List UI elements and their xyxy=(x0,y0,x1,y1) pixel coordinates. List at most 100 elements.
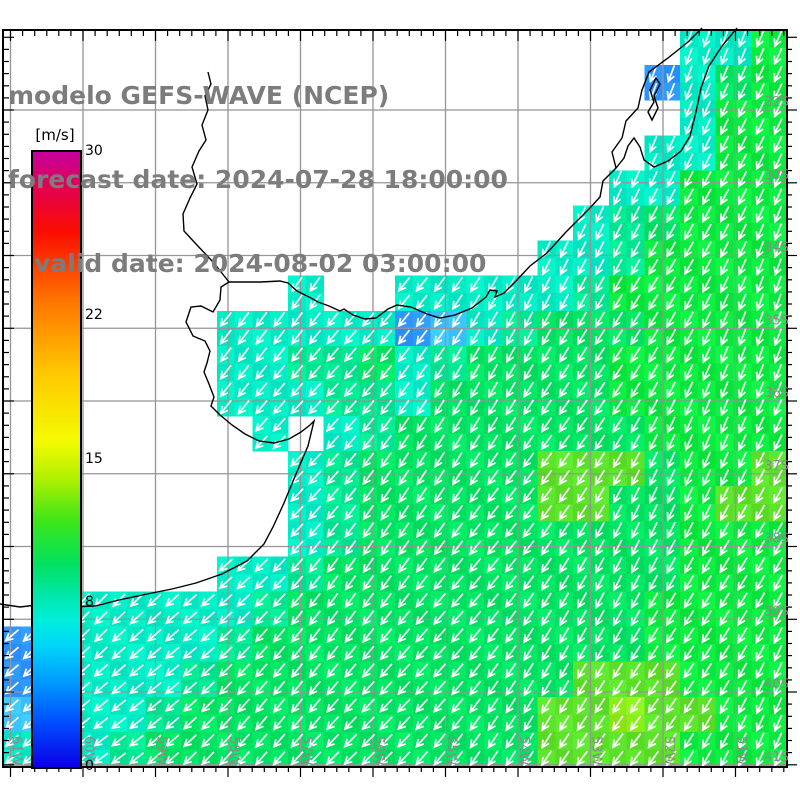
wind-arrow xyxy=(255,364,268,380)
wind-arrow xyxy=(629,715,642,732)
wind-arrow xyxy=(666,381,676,399)
wind-arrow xyxy=(218,698,233,713)
wind-arrow xyxy=(398,487,410,504)
wind-arrow xyxy=(684,521,694,539)
wind-arrow xyxy=(361,680,375,696)
wind-arrow xyxy=(666,574,677,592)
wind-arrow xyxy=(326,522,339,538)
wind-arrow xyxy=(648,416,659,434)
wind-arrow xyxy=(379,751,393,766)
wind-arrow xyxy=(701,188,712,206)
wind-arrow xyxy=(451,663,464,679)
wind-arrow xyxy=(541,346,552,364)
wind-arrow xyxy=(611,733,624,749)
wind-arrow xyxy=(755,118,765,136)
wind-arrow xyxy=(773,293,782,312)
wind-arrow xyxy=(505,750,517,767)
wind-arrow xyxy=(630,416,641,434)
wind-arrow xyxy=(415,312,428,328)
wind-arrow xyxy=(362,487,375,503)
wind-arrow xyxy=(290,680,304,696)
wind-arrow xyxy=(415,698,429,713)
wind-arrow xyxy=(665,276,677,293)
wind-arrow xyxy=(577,574,588,592)
wind-arrow xyxy=(719,592,731,609)
wind-arrow xyxy=(737,258,747,276)
wind-arrow xyxy=(630,364,641,381)
wind-arrow xyxy=(755,557,766,574)
wind-arrow xyxy=(273,347,286,363)
lat-label: 41S xyxy=(764,750,789,765)
wind-arrow xyxy=(505,697,517,714)
wind-arrow xyxy=(612,451,623,469)
wind-arrow xyxy=(344,435,357,450)
wind-arrow xyxy=(308,627,321,644)
wind-arrow xyxy=(611,750,624,767)
wind-arrow xyxy=(594,662,606,679)
wind-arrow xyxy=(379,716,393,731)
wind-arrow xyxy=(737,65,747,83)
wind-arrow xyxy=(683,276,695,294)
wind-arrow xyxy=(576,346,588,363)
wind-arrow xyxy=(272,645,286,661)
wind-arrow xyxy=(666,311,677,329)
wind-arrow xyxy=(540,487,553,503)
wind-arrow xyxy=(684,539,694,557)
wind-arrow xyxy=(470,381,481,399)
wind-arrow xyxy=(451,733,464,749)
wind-arrow xyxy=(146,751,162,765)
wind-arrow xyxy=(755,223,765,241)
coastline xyxy=(647,76,661,122)
wind-arrow xyxy=(111,664,127,677)
wind-arrow xyxy=(487,469,499,486)
wind-arrow xyxy=(720,363,729,382)
wind-arrow xyxy=(487,715,499,732)
wind-arrow xyxy=(146,664,162,677)
wind-arrow xyxy=(433,575,446,591)
wind-arrow xyxy=(541,627,552,644)
wind-arrow xyxy=(361,733,376,748)
lon-label: 55W xyxy=(444,736,459,766)
wind-arrow xyxy=(522,557,535,574)
wind-arrow xyxy=(613,170,623,189)
wind-arrow xyxy=(398,522,410,539)
wind-arrow xyxy=(541,662,552,679)
wind-arrow xyxy=(613,223,623,241)
wind-arrow xyxy=(541,293,552,311)
wind-arrow xyxy=(647,715,660,732)
wind-arrow xyxy=(737,205,748,224)
wind-arrow xyxy=(469,452,481,469)
wind-arrow xyxy=(469,540,482,556)
wind-arrow xyxy=(522,505,535,521)
wind-arrow xyxy=(218,681,233,695)
wind-arrow xyxy=(737,83,747,101)
wind-arrow xyxy=(612,521,623,539)
wind-arrow xyxy=(755,644,766,662)
wind-arrow xyxy=(773,749,783,767)
wind-arrow xyxy=(648,504,658,522)
lat-label: 32S xyxy=(764,95,789,110)
wind-arrow xyxy=(701,223,712,241)
wind-arrow xyxy=(326,627,339,644)
wind-arrow xyxy=(595,258,605,276)
wind-arrow xyxy=(737,644,748,662)
wind-arrow xyxy=(576,452,588,469)
wind-arrow xyxy=(595,592,605,610)
wind-arrow xyxy=(290,382,304,398)
wind-arrow xyxy=(773,100,783,118)
wind-arrow xyxy=(612,697,624,714)
wind-arrow xyxy=(236,698,251,713)
wind-arrow xyxy=(290,505,304,520)
wind-arrow xyxy=(433,715,446,731)
wind-arrow xyxy=(701,557,713,574)
wind-arrow xyxy=(433,610,446,626)
wind-arrow xyxy=(344,487,357,503)
wind-arrow xyxy=(720,328,729,347)
wind-arrow xyxy=(720,346,729,364)
wind-arrow xyxy=(558,434,571,451)
wind-arrow xyxy=(380,399,393,416)
wind-arrow xyxy=(504,540,517,556)
wind-arrow xyxy=(451,750,464,767)
wind-arrow xyxy=(219,329,232,345)
wind-arrow xyxy=(773,662,783,680)
